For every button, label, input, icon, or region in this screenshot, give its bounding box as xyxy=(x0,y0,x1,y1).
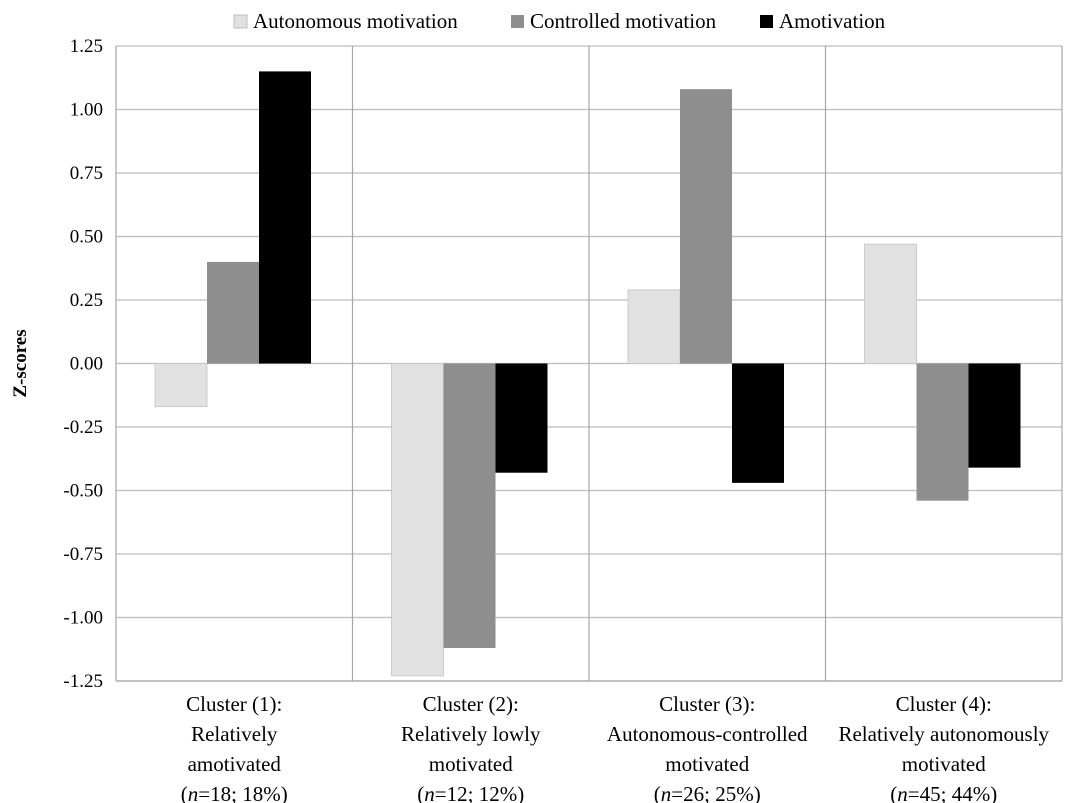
category-label: Relatively lowly xyxy=(401,722,541,746)
bar xyxy=(391,363,444,677)
bar xyxy=(154,363,208,408)
y-tick-label: 0.50 xyxy=(70,227,103,248)
category-label: Cluster (4): xyxy=(896,692,992,716)
category-label: Cluster (2): xyxy=(423,692,519,716)
sample-size-value: =12; 12% xyxy=(435,782,517,803)
legend-swatch xyxy=(233,14,248,29)
bar xyxy=(627,289,681,364)
sample-size-value: =45; 44% xyxy=(908,782,990,803)
category-sample-size: (n=18; 18%) xyxy=(181,782,288,803)
legend-label: Amotivation xyxy=(779,9,886,33)
category-sample-size: (n=26; 25%) xyxy=(654,782,761,803)
category-label: Autonomous-controlled xyxy=(607,722,808,746)
y-tick-label: -0.75 xyxy=(63,544,103,565)
x-axis-categories: Cluster (1): Relatively amotivated (n=18; 1… xyxy=(181,692,1050,803)
bar xyxy=(680,89,732,364)
bar xyxy=(207,261,259,364)
category-label: amotivated xyxy=(188,752,282,776)
y-axis-label: Z-scores xyxy=(10,329,31,397)
bar xyxy=(732,363,784,483)
category-label: Cluster (3): xyxy=(659,692,755,716)
category-label: motivated xyxy=(429,752,513,776)
y-axis-ticks: 1.25 1.00 0.75 0.50 0.25 0.00 -0.25 -0.50 -0.75 -… xyxy=(63,36,103,692)
y-tick-label: 0.75 xyxy=(70,163,103,184)
bar xyxy=(916,363,969,501)
bar xyxy=(495,363,548,473)
sample-size-symbol: n xyxy=(897,782,908,803)
legend-swatch xyxy=(760,15,773,28)
category-label: Relatively autonomously xyxy=(838,722,1049,746)
y-tick-label: 0.25 xyxy=(70,290,103,311)
category-label: Relatively xyxy=(191,722,278,746)
bar xyxy=(443,363,496,648)
sample-size-symbol: n xyxy=(661,782,672,803)
category-sample-size: (n=12; 12%) xyxy=(417,782,524,803)
bars xyxy=(154,71,1021,677)
category-label: motivated xyxy=(665,752,749,776)
category-label: motivated xyxy=(902,752,986,776)
y-tick-label: -1.00 xyxy=(63,608,103,629)
y-tick-label: 0.00 xyxy=(70,354,103,375)
y-tick-label: 1.00 xyxy=(70,100,103,121)
y-tick-label: -1.25 xyxy=(63,671,103,692)
sample-size-symbol: n xyxy=(424,782,435,803)
bar xyxy=(968,363,1021,468)
category-sample-size: (n=45; 44%) xyxy=(890,782,997,803)
plot-frame xyxy=(115,46,1063,682)
legend-label: Controlled motivation xyxy=(530,9,717,33)
y-tick-label: 1.25 xyxy=(70,36,103,57)
legend-swatch xyxy=(511,15,524,28)
legend-label: Autonomous motivation xyxy=(253,9,458,33)
category-label: Cluster (1): xyxy=(186,692,282,716)
sample-size-value: =26; 25% xyxy=(671,782,753,803)
legend: Autonomous motivation Controlled motivati… xyxy=(233,9,886,33)
bar xyxy=(259,71,311,364)
y-tick-label: -0.50 xyxy=(63,481,103,502)
y-tick-label: -0.25 xyxy=(63,417,103,438)
sample-size-value: =18; 18% xyxy=(198,782,280,803)
bar xyxy=(864,243,917,364)
sample-size-symbol: n xyxy=(188,782,199,803)
